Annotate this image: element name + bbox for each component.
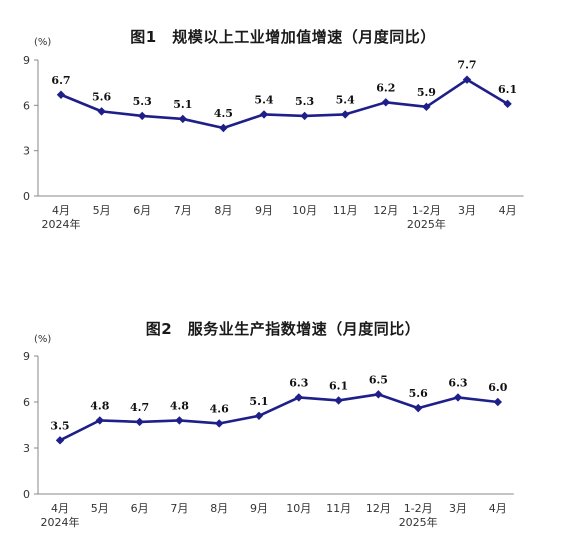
chart-title: 图1 规模以上工业增加值增速（月度同比） bbox=[130, 28, 436, 46]
data-label: 6.3 bbox=[289, 376, 308, 389]
x-tick-label: 8月 bbox=[210, 502, 228, 515]
x-tick-label: 11月 bbox=[333, 204, 358, 217]
data-point-marker bbox=[381, 98, 390, 107]
data-label: 4.8 bbox=[90, 399, 109, 412]
data-label: 5.3 bbox=[133, 95, 152, 108]
y-axis-unit: (%) bbox=[34, 37, 51, 48]
data-label: 4.5 bbox=[214, 107, 233, 120]
data-label: 5.6 bbox=[409, 387, 428, 400]
data-point-marker bbox=[462, 75, 472, 84]
data-point-marker bbox=[503, 99, 512, 109]
x-tick-label: 10月 bbox=[292, 204, 317, 217]
data-label: 5.6 bbox=[92, 90, 111, 103]
data-label: 4.8 bbox=[170, 399, 189, 412]
data-point-marker bbox=[97, 107, 106, 116]
data-label: 6.2 bbox=[376, 81, 395, 94]
data-point-marker bbox=[175, 416, 184, 425]
x-tick-label: 8月 bbox=[214, 204, 232, 217]
data-point-marker bbox=[259, 110, 269, 119]
x-tick-label: 1-2月 bbox=[404, 502, 433, 515]
data-point-marker bbox=[374, 390, 383, 399]
data-label: 6.1 bbox=[329, 379, 348, 392]
data-label: 6.5 bbox=[369, 373, 388, 386]
x-tick-label: 5月 bbox=[93, 204, 111, 217]
data-label: 5.4 bbox=[336, 93, 355, 106]
x-year-label: 2024年 bbox=[42, 217, 81, 231]
x-tick-label: 4月 bbox=[52, 204, 70, 217]
x-tick-label: 4月 bbox=[489, 502, 507, 515]
x-year-label: 2025年 bbox=[407, 217, 446, 231]
data-point-marker bbox=[294, 393, 303, 402]
data-point-marker bbox=[138, 111, 147, 121]
data-label: 4.7 bbox=[130, 401, 149, 414]
series-line bbox=[60, 78, 509, 130]
x-tick-label: 10月 bbox=[286, 502, 311, 515]
data-point-marker bbox=[341, 110, 350, 119]
x-tick-label: 11月 bbox=[326, 502, 351, 515]
y-tick-label: 6 bbox=[23, 396, 30, 409]
x-tick-label: 7月 bbox=[170, 502, 188, 515]
y-tick-label: 0 bbox=[23, 190, 30, 203]
data-point-marker bbox=[135, 417, 144, 427]
data-point-marker bbox=[493, 397, 502, 407]
data-point-marker bbox=[422, 102, 431, 112]
x-tick-label: 6月 bbox=[133, 204, 151, 217]
data-label: 7.7 bbox=[457, 59, 476, 72]
data-point-marker bbox=[254, 411, 264, 420]
x-tick-label: 6月 bbox=[131, 502, 149, 515]
data-label: 3.5 bbox=[50, 419, 69, 432]
data-label: 4.6 bbox=[210, 402, 229, 415]
data-label: 6.0 bbox=[488, 381, 507, 394]
data-point-marker bbox=[219, 123, 228, 133]
x-tick-label: 9月 bbox=[250, 502, 268, 515]
y-tick-label: 6 bbox=[23, 99, 30, 112]
series-line bbox=[59, 393, 498, 442]
x-tick-label: 12月 bbox=[366, 502, 391, 515]
y-tick-label: 3 bbox=[23, 145, 30, 158]
y-axis-unit: (%) bbox=[34, 334, 51, 345]
data-label: 5.4 bbox=[254, 93, 273, 106]
y-tick-label: 3 bbox=[23, 442, 30, 455]
x-tick-label: 7月 bbox=[174, 204, 192, 217]
x-year-label: 2024年 bbox=[41, 515, 80, 529]
chart-title: 图2 服务业生产指数增速（月度同比） bbox=[145, 320, 421, 338]
chart-panel-services: (%) 0 3 6 9 4月 5月 6月 7月 8月 9月 10月 11月 12月 1-2月 3月 4月 2024… bbox=[0, 300, 566, 548]
data-label: 5.1 bbox=[173, 98, 192, 111]
data-point-marker bbox=[215, 419, 224, 428]
x-tick-label: 3月 bbox=[449, 502, 467, 515]
y-tick-label: 9 bbox=[23, 350, 30, 363]
y-tick-label: 9 bbox=[23, 54, 30, 67]
data-label: 6.3 bbox=[448, 376, 467, 389]
data-point-marker bbox=[453, 393, 463, 402]
data-point-marker bbox=[55, 436, 65, 445]
data-point-marker bbox=[95, 416, 104, 425]
data-label: 5.3 bbox=[295, 95, 314, 108]
data-point-marker bbox=[56, 90, 66, 99]
data-label: 5.9 bbox=[417, 86, 436, 99]
data-label: 6.1 bbox=[498, 83, 517, 96]
x-tick-label: 5月 bbox=[91, 502, 109, 515]
x-tick-label: 1-2月 bbox=[412, 204, 441, 217]
data-label: 6.7 bbox=[51, 74, 70, 87]
x-tick-label: 4月 bbox=[499, 204, 517, 217]
data-point-marker bbox=[178, 114, 187, 124]
x-tick-label: 12月 bbox=[373, 204, 398, 217]
data-point-marker bbox=[334, 396, 343, 405]
data-label: 5.1 bbox=[249, 395, 268, 408]
y-tick-label: 0 bbox=[23, 488, 30, 501]
data-point-marker bbox=[300, 111, 309, 121]
x-year-label: 2025年 bbox=[399, 515, 438, 529]
x-tick-label: 3月 bbox=[458, 204, 476, 217]
data-point-marker bbox=[414, 403, 423, 413]
x-tick-label: 4月 bbox=[51, 502, 69, 515]
chart-panel-industrial: (%) 0 3 6 9 4月 5月 6月 7月 8月 9月 10月 11月 12月 1-2月 3月 4月 2024… bbox=[0, 0, 566, 270]
x-tick-label: 9月 bbox=[255, 204, 273, 217]
